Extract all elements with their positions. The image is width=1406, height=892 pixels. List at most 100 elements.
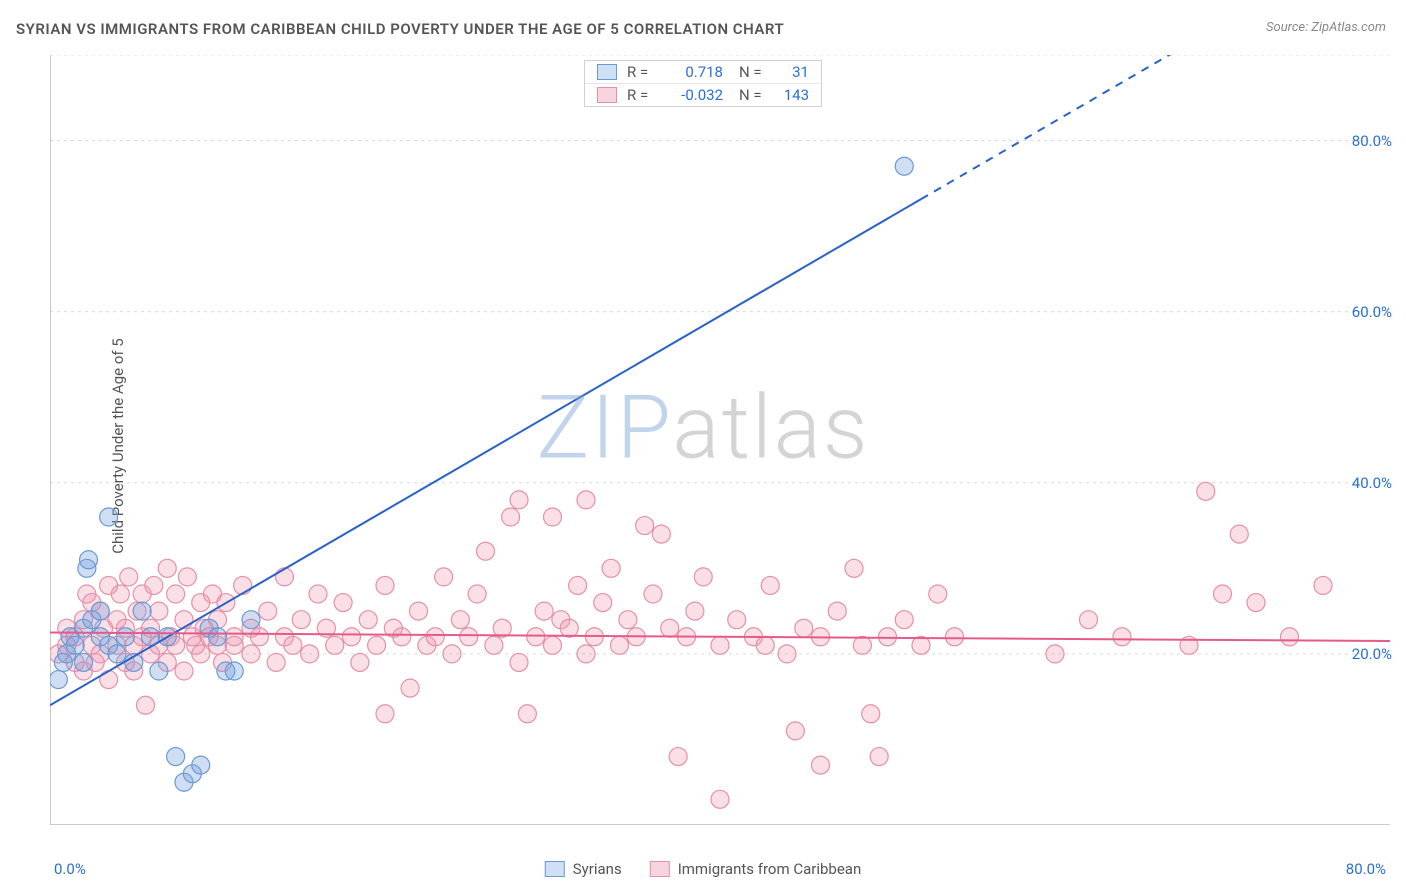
legend-swatch	[597, 87, 617, 103]
data-point	[535, 602, 553, 620]
r-label: R =	[627, 63, 653, 81]
data-point	[192, 756, 210, 774]
legend-row: R = 0.718 N = 31	[585, 61, 821, 84]
data-point	[711, 790, 729, 808]
data-point	[158, 559, 176, 577]
data-point	[167, 748, 185, 766]
y-tick-label: 80.0%	[1352, 132, 1392, 150]
data-point	[242, 645, 260, 663]
r-label: R =	[627, 86, 653, 104]
legend-label: Syrians	[573, 860, 622, 878]
data-point	[761, 576, 779, 594]
data-point	[343, 628, 361, 646]
y-tick-label: 60.0%	[1352, 303, 1392, 321]
data-point	[929, 585, 947, 603]
data-point	[812, 756, 830, 774]
data-point	[510, 491, 528, 509]
data-point	[80, 551, 98, 569]
data-point	[108, 645, 126, 663]
legend-item: Immigrants from Caribbean	[650, 860, 862, 878]
data-point	[326, 636, 344, 654]
data-point	[334, 594, 352, 612]
data-point	[853, 636, 871, 654]
data-point	[946, 628, 964, 646]
legend-swatch	[650, 861, 670, 877]
trend-line	[50, 199, 921, 705]
data-point	[485, 636, 503, 654]
data-point	[376, 705, 394, 723]
legend-item: Syrians	[545, 860, 622, 878]
data-point	[284, 636, 302, 654]
data-point	[120, 568, 138, 586]
r-value: 0.718	[663, 63, 723, 81]
data-point	[234, 576, 252, 594]
r-value: -0.032	[663, 86, 723, 104]
data-point	[116, 628, 134, 646]
data-point	[209, 628, 227, 646]
data-point	[619, 611, 637, 629]
data-point	[167, 585, 185, 603]
data-point	[91, 602, 109, 620]
data-point	[602, 559, 620, 577]
data-point	[259, 602, 277, 620]
data-point	[75, 653, 93, 671]
n-label: N =	[739, 63, 763, 81]
source-attribution: Source: ZipAtlas.com	[1266, 20, 1386, 35]
data-point	[276, 568, 294, 586]
y-tick-label: 40.0%	[1352, 474, 1392, 492]
data-point	[845, 559, 863, 577]
data-point	[594, 594, 612, 612]
data-point	[175, 611, 193, 629]
data-point	[786, 722, 804, 740]
data-point	[577, 491, 595, 509]
data-point	[426, 628, 444, 646]
data-point	[510, 653, 528, 671]
data-point	[778, 645, 796, 663]
data-point	[175, 662, 193, 680]
n-value: 143	[773, 86, 809, 104]
data-point	[393, 628, 411, 646]
data-point	[451, 611, 469, 629]
data-point	[192, 645, 210, 663]
data-point	[225, 662, 243, 680]
series-legend: Syrians Immigrants from Caribbean	[545, 860, 861, 878]
y-tick-label: 20.0%	[1352, 645, 1392, 663]
n-label: N =	[739, 86, 763, 104]
data-point	[376, 576, 394, 594]
data-point	[133, 602, 151, 620]
data-point	[468, 585, 486, 603]
data-point	[292, 611, 310, 629]
data-point	[502, 508, 520, 526]
n-value: 31	[773, 63, 809, 81]
data-point	[242, 611, 260, 629]
data-point	[895, 611, 913, 629]
data-point	[136, 696, 154, 714]
data-point	[1281, 628, 1299, 646]
data-point	[150, 602, 168, 620]
data-point	[301, 645, 319, 663]
data-point	[577, 645, 595, 663]
data-point	[728, 611, 746, 629]
legend-label: Immigrants from Caribbean	[678, 860, 862, 878]
data-point	[178, 568, 196, 586]
data-point	[100, 508, 118, 526]
data-point	[711, 636, 729, 654]
data-point	[518, 705, 536, 723]
chart-title: SYRIAN VS IMMIGRANTS FROM CARIBBEAN CHIL…	[16, 20, 784, 38]
data-point	[1314, 576, 1332, 594]
data-point	[309, 585, 327, 603]
x-axis-max-label: 80.0%	[1346, 860, 1386, 878]
data-point	[435, 568, 453, 586]
data-point	[527, 628, 545, 646]
data-point	[401, 679, 419, 697]
data-point	[443, 645, 461, 663]
data-point	[250, 628, 268, 646]
x-axis-min-label: 0.0%	[54, 860, 86, 878]
data-point	[368, 636, 386, 654]
data-point	[267, 653, 285, 671]
trend-line-dashed	[921, 55, 1390, 199]
data-point	[756, 636, 774, 654]
legend-swatch	[545, 861, 565, 877]
data-point	[145, 576, 163, 594]
data-point	[879, 628, 897, 646]
